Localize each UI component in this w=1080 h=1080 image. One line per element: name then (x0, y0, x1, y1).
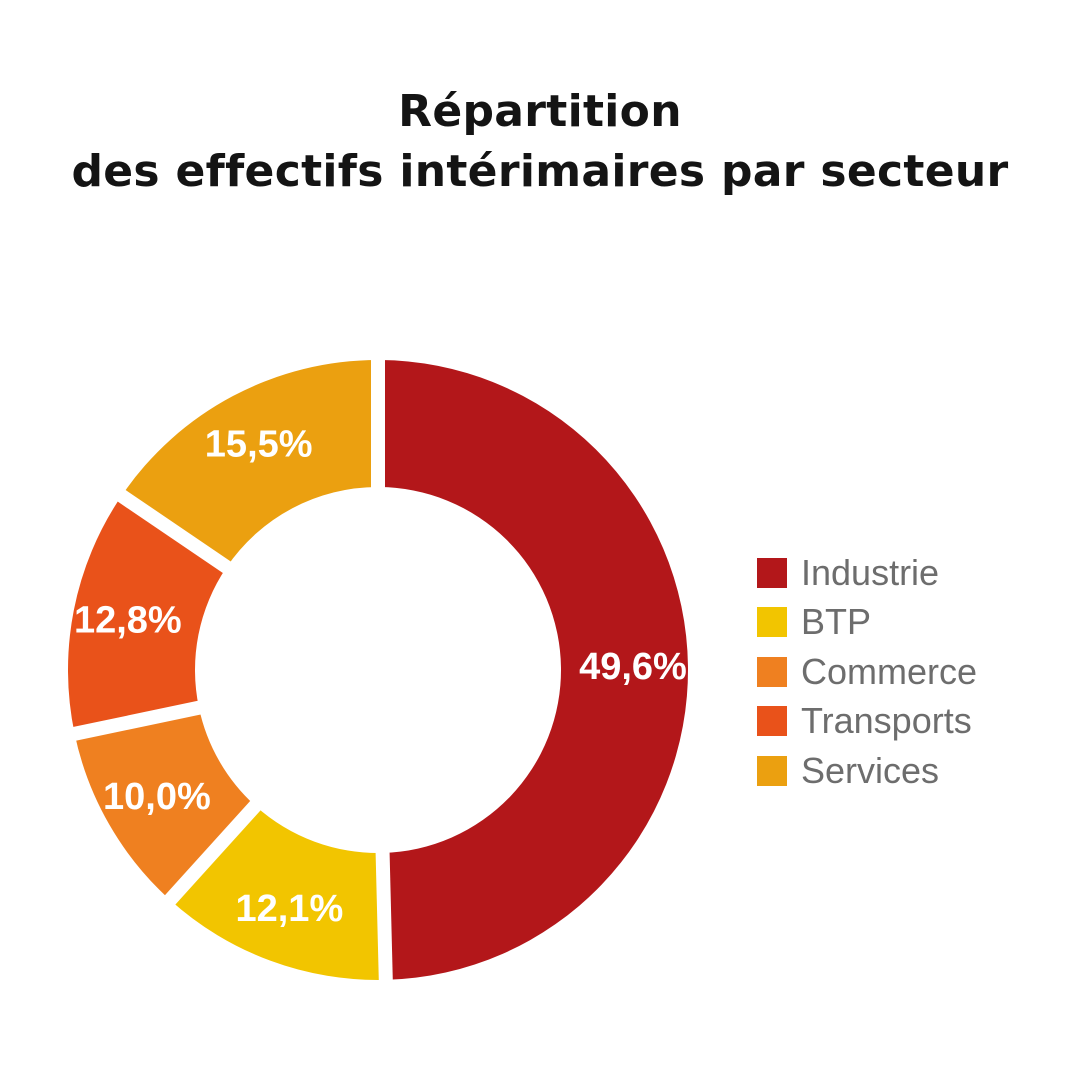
slice-industrie (378, 360, 688, 980)
chart-title: Répartition des effectifs intérimaires p… (0, 82, 1080, 202)
legend-item-commerce: Commerce (757, 647, 977, 697)
slice-separator-3 (162, 798, 264, 908)
slice-services (121, 360, 379, 568)
legend-label-transports: Transports (801, 700, 972, 742)
legend-swatch-industrie (757, 557, 787, 588)
legend-item-industrie: Industrie (757, 548, 977, 598)
slice-label-commerce: 10,0% (103, 776, 211, 818)
slice-label-services: 15,5% (205, 424, 313, 466)
slice-label-industrie: 49,6% (579, 646, 687, 688)
legend-label-btp: BTP (801, 601, 872, 643)
legend-item-transports: Transports (757, 697, 977, 747)
legend-item-btp: BTP (757, 598, 977, 648)
legend-label-commerce: Commerce (801, 650, 978, 692)
slice-label-btp: 12,1% (235, 888, 343, 930)
slice-separator-4 (69, 699, 205, 742)
chart-legend: Industrie BTP Commerce Transports Servic… (757, 548, 977, 796)
chart-title-line-2: des effectifs intérimaires par secteur (71, 146, 1009, 197)
slice-transports (68, 495, 227, 734)
legend-swatch-services (757, 755, 787, 786)
legend-swatch-btp (757, 607, 787, 638)
slice-label-transports: 12,8% (74, 600, 182, 642)
slice-separator-2 (375, 848, 393, 985)
legend-item-services: Services (757, 746, 977, 796)
legend-label-industrie: Industrie (801, 551, 940, 593)
legend-label-services: Services (801, 749, 940, 791)
legend-swatch-transports (757, 706, 787, 737)
legend-swatch-commerce (757, 656, 787, 687)
slice-separator-5 (114, 487, 234, 576)
chart-title-line-1: Répartition (398, 86, 682, 137)
